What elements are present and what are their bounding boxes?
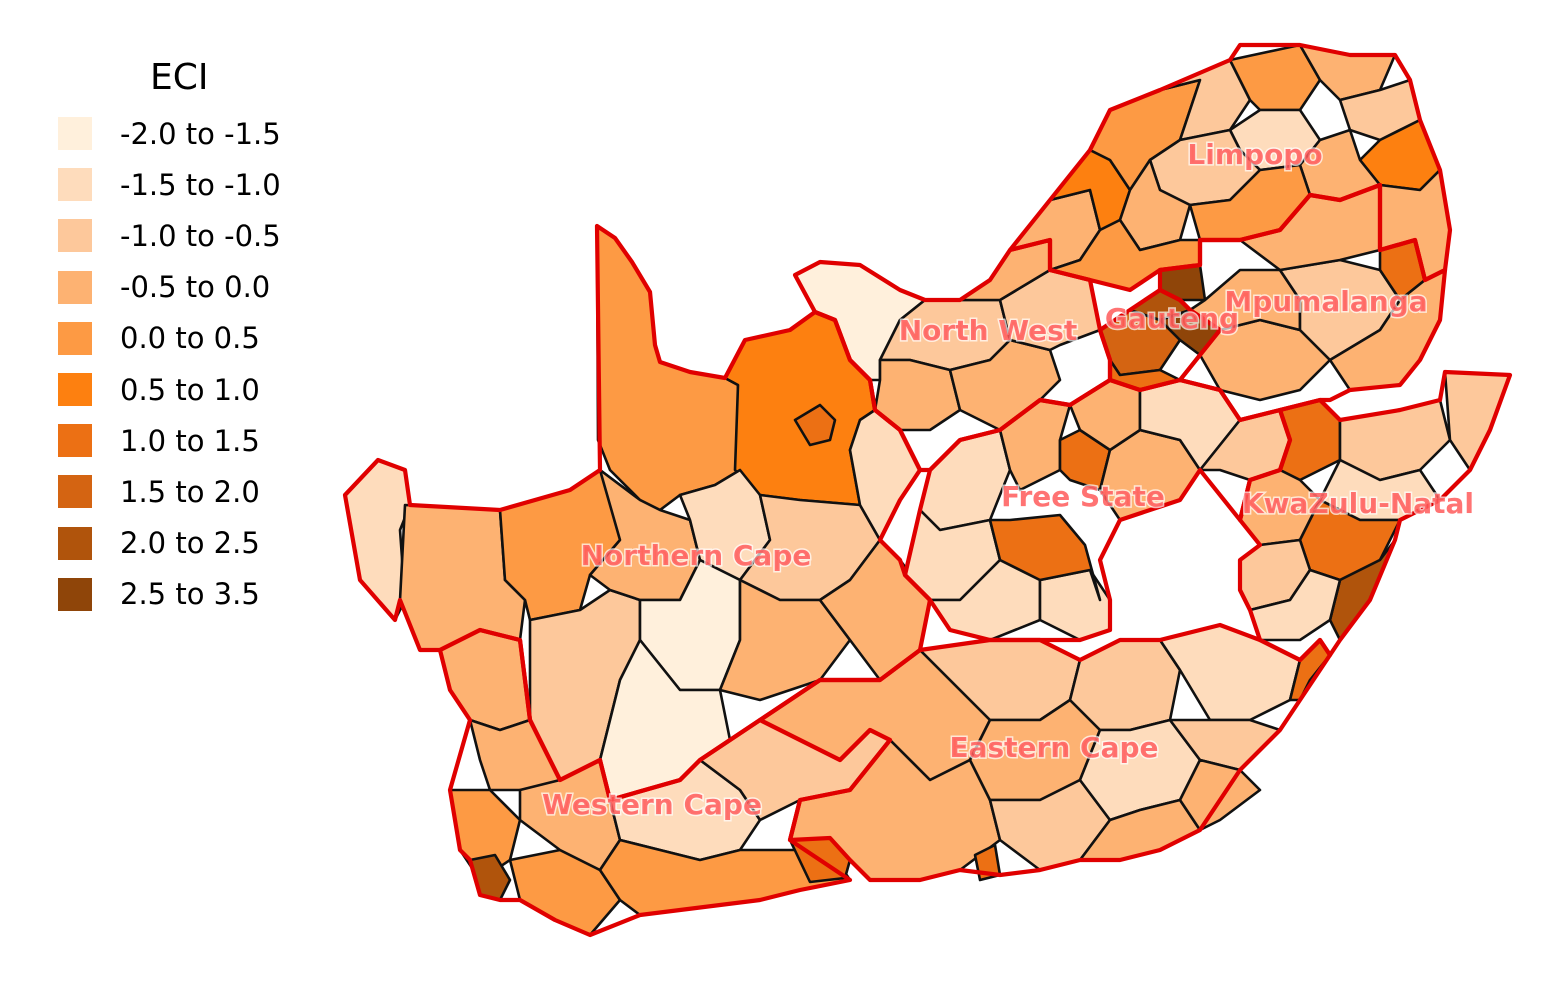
legend-item: 1.5 to 2.0 — [58, 466, 358, 517]
legend-item: -2.0 to -1.5 — [58, 108, 358, 159]
legend-label: 1.5 to 2.0 — [120, 474, 260, 509]
legend-items: -2.0 to -1.5 -1.5 to -1.0 -1.0 to -0.5 -0.5… — [58, 108, 358, 620]
legend-swatch — [58, 219, 92, 253]
province-label-gauteng: Gauteng — [1105, 302, 1239, 335]
legend-title: ECI — [150, 57, 209, 98]
province-border-western-cape — [437, 627, 893, 938]
province-label-free-state: Free State — [1001, 480, 1165, 513]
legend-label: -1.0 to -0.5 — [120, 218, 281, 253]
province-border-kwazulu-natal — [1237, 369, 1513, 663]
municipality-region — [595, 224, 742, 512]
legend-item: 2.5 to 3.5 — [58, 569, 358, 620]
legend-label: -0.5 to 0.0 — [120, 270, 271, 305]
municipality-region — [988, 513, 1102, 602]
legend-swatch — [58, 475, 92, 509]
province-label-eastern-cape: Eastern Cape — [949, 731, 1158, 764]
legend-swatch — [58, 373, 92, 407]
province-label-kwazulu-natal: KwaZulu-Natal — [1242, 487, 1474, 520]
legend-item: -1.0 to -0.5 — [58, 210, 358, 261]
province-labels: Limpopo Mpumalanga North West Gauteng Fr… — [541, 137, 1476, 823]
legend-label: -1.5 to -1.0 — [120, 167, 281, 202]
legend-swatch — [58, 577, 92, 611]
legend-item: 2.0 to 2.5 — [58, 518, 358, 569]
legend-label: -2.0 to -1.5 — [120, 116, 281, 151]
province-borders — [342, 42, 1513, 938]
map-legend: ECI -2.0 to -1.5 -1.5 to -1.0 -1.0 to -0.5… — [58, 56, 358, 620]
municipality-region — [918, 428, 1012, 532]
province-border-limpopo — [1007, 42, 1453, 293]
municipalities — [343, 43, 1512, 937]
legend-label: 1.0 to 1.5 — [120, 423, 260, 458]
legend-swatch — [58, 424, 92, 458]
legend-swatch — [58, 526, 92, 560]
legend-label: 0.5 to 1.0 — [120, 372, 260, 407]
legend-swatch — [58, 117, 92, 151]
legend-item: -1.5 to -1.0 — [58, 159, 358, 210]
legend-swatch — [58, 270, 92, 304]
legend-item: -0.5 to 0.0 — [58, 262, 358, 313]
legend-label: 2.5 to 3.5 — [120, 577, 260, 612]
province-label-northern-cape: Northern Cape — [581, 539, 812, 572]
legend-swatch — [58, 168, 92, 202]
municipality-region — [793, 403, 837, 447]
legend-label: 2.0 to 2.5 — [120, 526, 260, 561]
province-label-north-west: North West — [899, 314, 1077, 347]
legend-item: 0.5 to 1.0 — [58, 364, 358, 415]
province-label-western-cape: Western Cape — [542, 788, 762, 821]
legend-label: 0.0 to 0.5 — [120, 321, 260, 356]
legend-item: 1.0 to 1.5 — [58, 415, 358, 466]
province-border-eastern-cape — [757, 622, 1333, 883]
municipality-region — [948, 338, 1062, 432]
municipality-region — [1038, 568, 1112, 642]
municipality-region — [1068, 638, 1182, 732]
legend-swatch — [58, 321, 92, 355]
province-label-limpopo: Limpopo — [1187, 138, 1322, 171]
municipality-region — [1248, 568, 1342, 642]
legend-item: 0.0 to 0.5 — [58, 313, 358, 364]
province-label-mpumalanga: Mpumalanga — [1224, 285, 1427, 318]
